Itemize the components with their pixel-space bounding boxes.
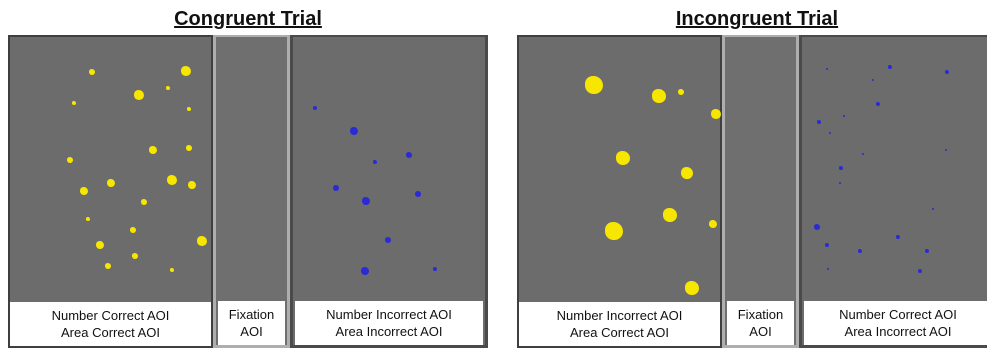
aoi-number-correct-area-incorrect: Number Correct AOI Area Incorrect AOI <box>799 35 987 348</box>
aoi-label-line2: Area Correct AOI <box>61 325 160 340</box>
congruent-trial: Congruent Trial Number Correct AOI Area … <box>8 0 488 349</box>
incongruent-trial: Incongruent Trial Number Incorrect AOI A… <box>517 0 987 349</box>
aoi-label-line1: Fixation <box>737 307 784 322</box>
aoi-label-line1: Number Incorrect AOI <box>326 307 452 322</box>
stimulus-display: Number Incorrect AOI Area Correct AOI Fi… <box>517 35 987 348</box>
aoi-label-line1: Number Correct AOI <box>51 308 170 323</box>
trial-title: Incongruent Trial <box>675 8 839 30</box>
aoi-label: Fixation AOI <box>218 301 285 345</box>
aoi-number-correct-area-correct: Number Correct AOI Area Correct AOI <box>8 35 213 348</box>
aoi-label-line1: Fixation <box>228 307 275 322</box>
stimulus-display: Number Correct AOI Area Correct AOI Fixa… <box>8 35 488 348</box>
aoi-label-line2: Area Incorrect AOI <box>335 324 443 339</box>
aoi-label: Number Incorrect AOI Area Correct AOI <box>519 302 720 346</box>
aoi-label-line1: Number Correct AOI <box>839 307 957 322</box>
aoi-label: Number Correct AOI Area Incorrect AOI <box>804 301 987 345</box>
aoi-number-incorrect-area-correct: Number Incorrect AOI Area Correct AOI <box>517 35 722 348</box>
aoi-fixation: Fixation AOI <box>213 35 290 348</box>
aoi-label-line1: Number Incorrect AOI <box>556 308 683 323</box>
trial-title: Congruent Trial <box>174 8 322 30</box>
aoi-label-line2: Area Incorrect AOI <box>844 324 952 339</box>
aoi-label-line2: AOI <box>240 324 263 339</box>
aoi-label-line2: Area Correct AOI <box>570 325 669 340</box>
aoi-label: Number Incorrect AOI Area Incorrect AOI <box>295 301 483 345</box>
aoi-label-line2: AOI <box>749 324 772 339</box>
aoi-label: Number Correct AOI Area Correct AOI <box>10 302 211 346</box>
aoi-fixation: Fixation AOI <box>722 35 799 348</box>
aoi-number-incorrect-area-incorrect: Number Incorrect AOI Area Incorrect AOI <box>290 35 488 348</box>
aoi-label: Fixation AOI <box>727 301 794 345</box>
